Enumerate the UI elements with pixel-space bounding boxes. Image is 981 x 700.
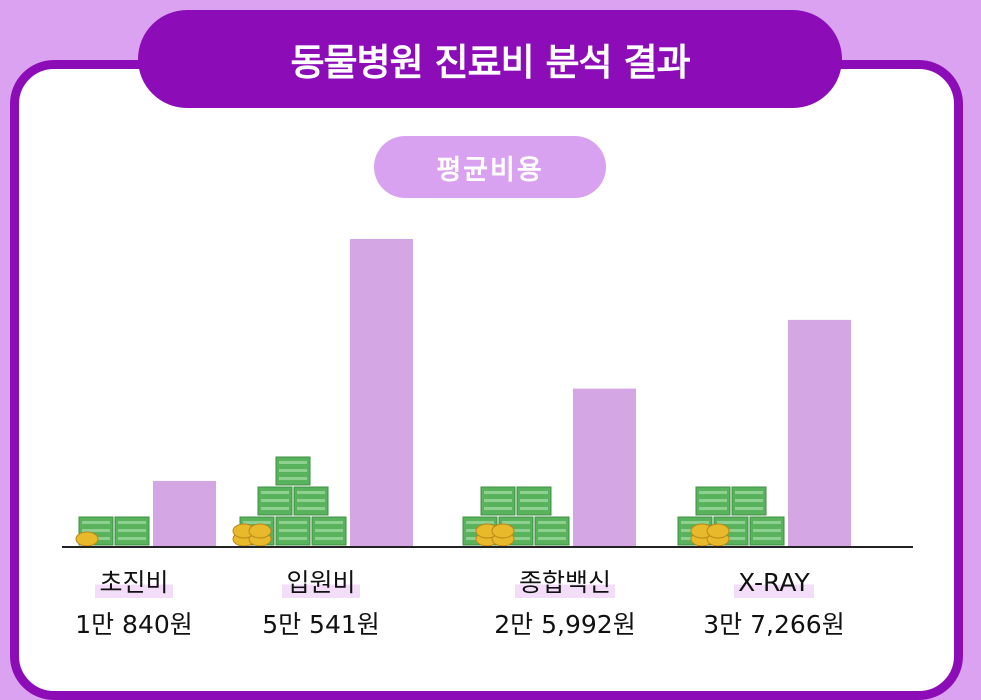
category-name: 종합백신 — [514, 568, 615, 598]
value-label: 3만 7,266원 — [703, 610, 845, 639]
money-icon — [516, 486, 552, 516]
bar-chart — [62, 239, 913, 548]
category-label: 초진비 — [24, 568, 244, 598]
money-icon — [480, 486, 516, 516]
bar-3 — [788, 319, 851, 547]
money-icon — [311, 516, 347, 546]
money-icon — [293, 486, 329, 516]
money-icon — [695, 486, 731, 516]
category-name: X-RAY — [734, 568, 814, 598]
chart-subtitle: 평균비용 — [374, 136, 606, 198]
money-icon — [731, 486, 767, 516]
coins-icon — [475, 523, 515, 547]
category-name: 초진비 — [95, 568, 173, 598]
category-name: 입원비 — [282, 568, 360, 598]
money-icon — [257, 486, 293, 516]
money-icon — [275, 456, 311, 486]
money-icon — [713, 516, 749, 546]
category-label: 종합백신 — [455, 568, 675, 598]
category-label: 입원비 — [211, 568, 431, 598]
value-label: 5만 541원 — [262, 610, 380, 639]
bar-0 — [153, 480, 216, 547]
page-title: 동물병원 진료비 분석 결과 — [138, 10, 842, 108]
category-label: X-RAY — [664, 568, 884, 598]
value-label: 1만 840원 — [75, 610, 193, 639]
value-label: 2만 5,992원 — [494, 610, 636, 639]
bar-1 — [350, 239, 413, 547]
money-icon — [534, 516, 570, 546]
bar-2 — [573, 388, 636, 547]
coins-icon — [690, 523, 730, 547]
money-icon — [749, 516, 785, 546]
money-icon — [275, 516, 311, 546]
coins-icon — [75, 531, 99, 547]
coins-icon — [232, 523, 272, 547]
money-icon — [114, 516, 150, 546]
